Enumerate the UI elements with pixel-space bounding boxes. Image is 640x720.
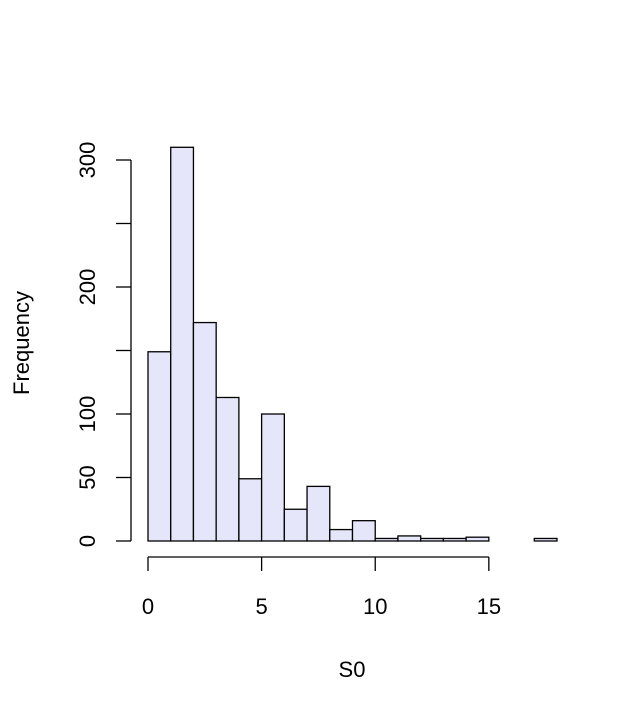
histogram-bar-11 [397,535,422,542]
histogram-bar-1 [170,146,195,542]
x-axis: 0 5 10 15 [142,556,501,619]
histogram-bar-4 [238,478,263,542]
y-tick-label: 50 [75,465,100,489]
histogram-bar-5 [260,413,285,542]
histogram-bar-10 [374,537,399,542]
histogram-bar-8 [329,528,354,542]
x-tick-label: 10 [363,594,387,619]
histogram-bars [147,146,558,542]
y-tick-label: 100 [75,396,100,433]
histogram-bar-13 [442,537,467,542]
y-tick-label: 200 [75,269,100,306]
histogram-bar-17 [533,537,558,542]
histogram-bar-3 [215,396,240,542]
histogram-bar-2 [192,321,217,542]
histogram-bar-12 [420,537,445,542]
histogram-bar-6 [283,508,308,542]
histogram-bar-7 [306,485,331,542]
x-tick-label: 5 [255,594,267,619]
y-tick-label: 300 [75,142,100,179]
histogram-bar-0 [147,351,172,542]
histogram-bar-14 [465,536,490,542]
x-tick-label: 0 [142,594,154,619]
y-tick-label: 0 [75,535,100,547]
x-axis-title: S0 [339,657,366,682]
x-tick-label: 15 [477,594,501,619]
y-axis: 0 50 100 200 300 [75,142,132,547]
histogram-bar-9 [351,520,376,542]
y-axis-title: Frequency [9,291,34,395]
